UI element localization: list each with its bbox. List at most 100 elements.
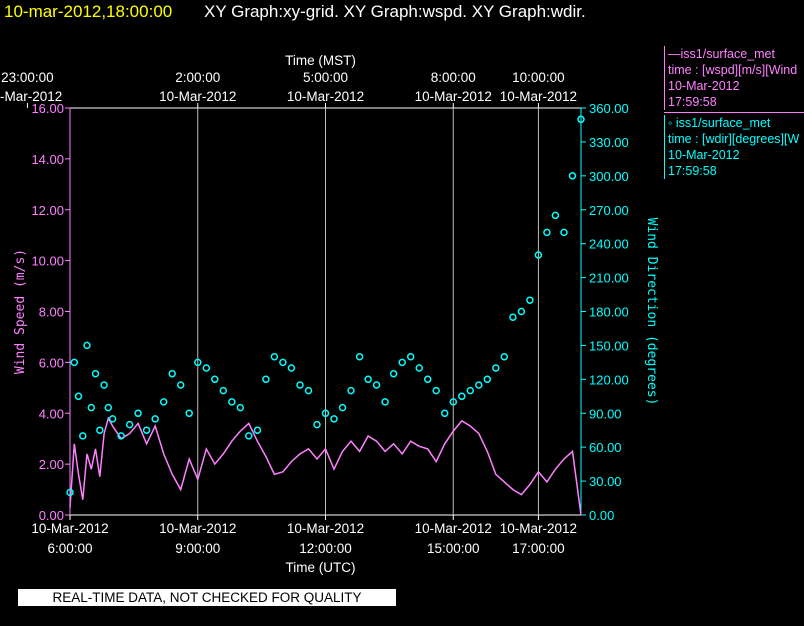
- wind-direction-point: [466, 386, 475, 395]
- legend-wspd-variable: time : [wspd][m/s][Wind: [668, 63, 798, 77]
- top-axis-tick-time: 8:00:00: [431, 70, 476, 85]
- right-axis-tick-label: 150.00: [589, 338, 629, 353]
- right-axis-tick-label: 60.00: [589, 440, 622, 455]
- legend-entry-wdir: ◦ iss1/surface_met time : [wdir][degrees…: [664, 115, 804, 179]
- wind-direction-point: [509, 313, 517, 321]
- wind-direction-point: [91, 369, 100, 378]
- legend-wdir-variable: time : [wdir][degrees][W: [668, 132, 800, 146]
- left-axis-tick-label: 8.00: [39, 305, 64, 320]
- header-datetime: 10-mar-2012,18:00:00: [4, 2, 173, 21]
- legend-separator: [664, 112, 804, 113]
- wind-direction-point: [389, 369, 398, 378]
- top-axis-tick-time: 5:00:00: [303, 70, 348, 85]
- wind-direction-point: [96, 426, 104, 434]
- bottom-axis-tick-date: 10-Mar-2012: [31, 521, 108, 536]
- wind-direction-point: [74, 392, 83, 401]
- bottom-axis-tick-time: 9:00:00: [175, 541, 220, 556]
- wind-direction-point: [560, 228, 568, 237]
- wind-direction-point: [228, 398, 236, 406]
- header-graph-list: XY Graph:xy-grid. XY Graph:wspd. XY Grap…: [204, 2, 586, 21]
- wind-direction-point: [236, 403, 245, 412]
- legend-entry-wspd: —iss1/surface_met time : [wspd][m/s][Win…: [664, 46, 804, 110]
- wind-direction-point: [296, 381, 304, 389]
- wind-direction-point: [415, 364, 423, 372]
- wind-direction-point: [87, 403, 96, 412]
- wind-direction-point: [543, 228, 551, 237]
- legend-wdir-time: 17:59:58: [668, 164, 717, 178]
- wind-direction-point: [347, 386, 355, 395]
- bottom-axis-tick-time: 17:00:00: [512, 541, 565, 556]
- left-axis-tick-label: 6.00: [39, 355, 64, 370]
- wind-direction-point: [70, 358, 79, 367]
- wind-direction-point: [108, 415, 117, 423]
- wind-direction-point: [245, 432, 253, 440]
- right-axis-tick-label: 30.00: [589, 474, 622, 489]
- bottom-axis-tick-date: 10-Mar-2012: [159, 521, 236, 536]
- wind-direction-point: [398, 358, 406, 367]
- bottom-axis-title: Time (UTC): [286, 560, 356, 575]
- wind-direction-point: [526, 296, 534, 304]
- wind-speed-series-line: [69, 416, 582, 516]
- bottom-axis-tick-time: 12:00:00: [299, 541, 352, 556]
- quality-notice: REAL-TIME DATA, NOT CHECKED FOR QUALITY: [18, 589, 396, 606]
- wind-direction-point: [262, 375, 270, 384]
- left-axis-tick-label: 16.00: [31, 101, 64, 116]
- wind-direction-point: [423, 375, 432, 384]
- wind-direction-point: [458, 392, 466, 401]
- wind-direction-point: [449, 398, 458, 406]
- wind-direction-point: [100, 381, 108, 389]
- right-axis-title: Wind Direction (degrees): [644, 218, 659, 406]
- legend-wdir-source: ◦ iss1/surface_met: [668, 116, 771, 130]
- right-axis-tick-label: 210.00: [589, 271, 629, 286]
- left-axis-tick-label: 4.00: [39, 406, 64, 421]
- legend-panel: —iss1/surface_met time : [wspd][m/s][Win…: [664, 46, 804, 179]
- wind-direction-point: [372, 381, 381, 389]
- legend-wspd-time: 17:59:58: [668, 95, 717, 109]
- wind-direction-point: [79, 432, 87, 440]
- wind-direction-point: [211, 375, 219, 384]
- wind-direction-point: [338, 403, 347, 412]
- wind-direction-point: [313, 420, 321, 429]
- left-axis-tick-label: 0.00: [39, 508, 64, 523]
- top-axis-tick-time: 10:00:00: [512, 70, 565, 85]
- wind-direction-point: [551, 211, 560, 220]
- top-axis-tick-time: 23:00:00: [1, 70, 54, 85]
- left-axis-tick-label: 10.00: [31, 254, 64, 269]
- wind-direction-point: [440, 409, 449, 418]
- wind-direction-point: [66, 488, 74, 497]
- right-axis-tick-label: 360.00: [589, 101, 629, 116]
- legend-wspd-date: 10-Mar-2012: [668, 79, 740, 93]
- legend-wspd-source: —iss1/surface_met: [668, 47, 775, 61]
- wind-direction-point: [219, 386, 228, 395]
- wind-direction-point: [159, 398, 168, 406]
- bottom-axis-tick-date: 10-Mar-2012: [500, 521, 577, 536]
- top-axis-title: Time (MST): [285, 53, 356, 68]
- wind-direction-point: [534, 251, 543, 259]
- right-axis-tick-label: 120.00: [589, 372, 629, 387]
- right-axis-tick-label: 0.00: [589, 508, 614, 523]
- legend-wdir-date: 10-Mar-2012: [668, 148, 740, 162]
- right-axis-tick-label: 270.00: [589, 203, 629, 218]
- right-axis-tick-label: 330.00: [589, 135, 629, 150]
- wind-direction-point: [270, 352, 279, 361]
- top-axis-tick-date: 10-Mar-2012: [500, 89, 577, 104]
- wind-direction-point: [381, 398, 389, 406]
- wind-direction-point: [253, 426, 262, 434]
- wind-direction-point: [151, 415, 159, 423]
- wind-direction-point: [321, 409, 330, 418]
- wind-direction-point: [194, 358, 202, 367]
- wind-direction-point: [330, 415, 338, 423]
- right-axis-tick-label: 240.00: [589, 237, 629, 252]
- wind-direction-point: [355, 352, 364, 361]
- wind-direction-point: [134, 409, 142, 418]
- wind-direction-point: [483, 375, 492, 384]
- wind-direction-point: [279, 358, 287, 367]
- right-axis-tick-label: 180.00: [589, 305, 629, 320]
- wind-direction-point: [202, 364, 211, 372]
- wind-direction-point: [142, 426, 151, 434]
- wind-direction-point: [117, 432, 125, 440]
- left-axis-tick-label: 12.00: [31, 203, 64, 218]
- top-axis-tick-date: 10-Mar-2012: [287, 89, 364, 104]
- bottom-axis-tick-time: 6:00:00: [47, 541, 92, 556]
